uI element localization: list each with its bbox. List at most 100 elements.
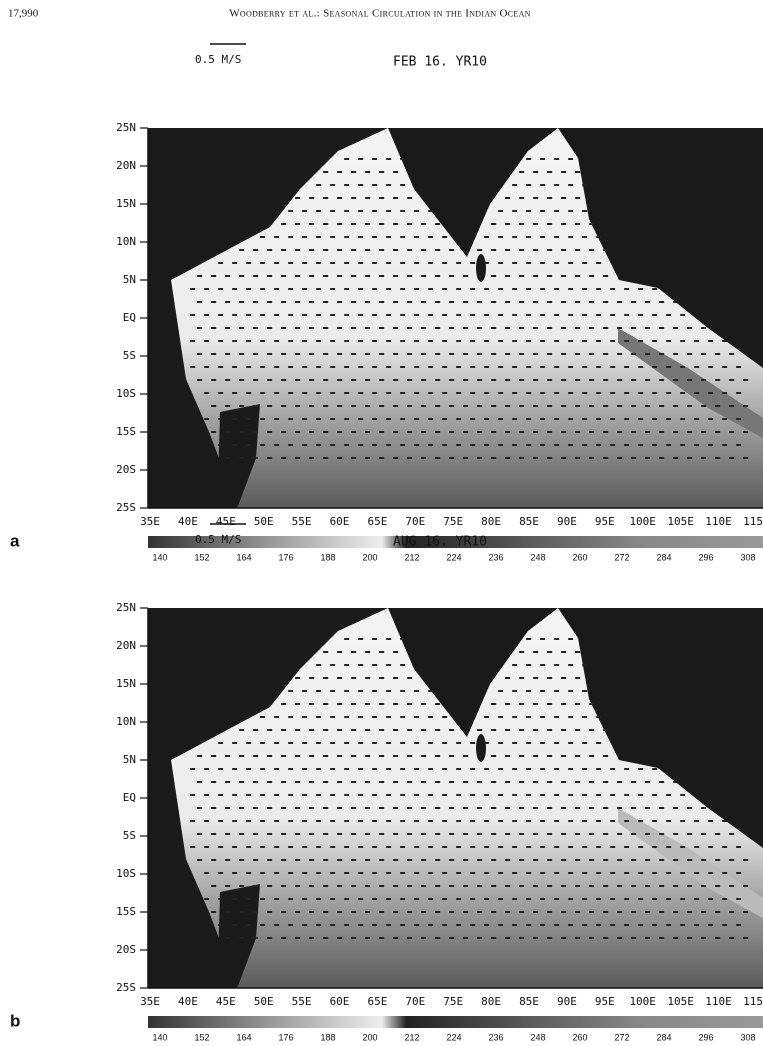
velocity-arrow xyxy=(477,755,482,757)
velocity-arrow xyxy=(393,755,398,757)
velocity-arrow xyxy=(400,236,405,238)
velocity-arrow xyxy=(288,210,293,212)
velocity-arrow xyxy=(442,820,447,822)
velocity-arrow xyxy=(652,768,657,770)
velocity-arrow xyxy=(302,314,307,316)
velocity-arrow xyxy=(372,418,377,420)
velocity-arrow xyxy=(617,379,622,381)
velocity-arrow xyxy=(582,392,587,394)
velocity-arrow xyxy=(589,807,594,809)
colorbar-label: 284 xyxy=(656,1032,671,1042)
velocity-arrow xyxy=(365,171,370,173)
velocity-arrow xyxy=(274,444,279,446)
velocity-arrow xyxy=(246,872,251,874)
velocity-arrow xyxy=(316,820,321,822)
velocity-arrow xyxy=(344,898,349,900)
velocity-arrow xyxy=(638,392,643,394)
velocity-arrow xyxy=(323,755,328,757)
velocity-arrow xyxy=(701,327,706,329)
velocity-arrow xyxy=(295,859,300,861)
velocity-arrow xyxy=(505,885,510,887)
velocity-arrow xyxy=(694,872,699,874)
velocity-arrow xyxy=(365,249,370,251)
velocity-arrow xyxy=(603,937,608,939)
velocity-arrow xyxy=(421,703,426,705)
velocity-arrow xyxy=(232,418,237,420)
velocity-arrow xyxy=(344,262,349,264)
velocity-arrow xyxy=(337,379,342,381)
velocity-arrow xyxy=(449,781,454,783)
longitude-label: 115E xyxy=(743,995,763,1008)
velocity-arrow xyxy=(239,405,244,407)
velocity-arrow xyxy=(365,911,370,913)
velocity-arrow xyxy=(449,353,454,355)
velocity-arrow xyxy=(281,937,286,939)
velocity-arrow xyxy=(512,340,517,342)
velocity-arrow xyxy=(519,405,524,407)
velocity-arrow xyxy=(603,833,608,835)
colorbar-label: 236 xyxy=(488,1032,503,1042)
latitude-label: 5N xyxy=(123,753,136,766)
velocity-arrow xyxy=(435,275,440,277)
velocity-arrow xyxy=(351,677,356,679)
velocity-arrow xyxy=(645,405,650,407)
velocity-arrow xyxy=(267,781,272,783)
velocity-arrow xyxy=(526,716,531,718)
velocity-arrow xyxy=(344,638,349,640)
velocity-arrow xyxy=(512,418,517,420)
velocity-arrow xyxy=(568,314,573,316)
velocity-arrow xyxy=(463,379,468,381)
velocity-arrow xyxy=(267,755,272,757)
velocity-arrow xyxy=(309,223,314,225)
velocity-arrow xyxy=(575,859,580,861)
velocity-arrow xyxy=(344,664,349,666)
velocity-arrow xyxy=(323,223,328,225)
velocity-arrow xyxy=(295,379,300,381)
longitude-label: 45E xyxy=(216,995,236,1008)
velocity-arrow xyxy=(526,158,531,160)
velocity-arrow xyxy=(302,872,307,874)
velocity-arrow xyxy=(260,742,265,744)
velocity-arrow xyxy=(512,444,517,446)
velocity-arrow xyxy=(379,911,384,913)
velocity-arrow xyxy=(708,392,713,394)
velocity-arrow xyxy=(470,262,475,264)
velocity-arrow xyxy=(246,898,251,900)
longitude-label: 70E xyxy=(405,995,425,1008)
velocity-arrow xyxy=(624,392,629,394)
velocity-arrow xyxy=(533,833,538,835)
velocity-arrow xyxy=(428,742,433,744)
longitude-label: 85E xyxy=(519,515,539,528)
velocity-arrow xyxy=(589,457,594,459)
velocity-arrow xyxy=(575,171,580,173)
velocity-arrow xyxy=(358,210,363,212)
velocity-arrow xyxy=(386,366,391,368)
velocity-arrow xyxy=(498,210,503,212)
velocity-arrow xyxy=(673,405,678,407)
velocity-arrow xyxy=(533,457,538,459)
velocity-arrow xyxy=(442,742,447,744)
velocity-arrow xyxy=(239,729,244,731)
velocity-arrow xyxy=(736,418,741,420)
velocity-arrow xyxy=(365,885,370,887)
velocity-arrow xyxy=(722,898,727,900)
velocity-arrow xyxy=(519,171,524,173)
velocity-arrow xyxy=(491,885,496,887)
velocity-arrow xyxy=(260,924,265,926)
velocity-arrow xyxy=(372,716,377,718)
velocity-arrow xyxy=(519,301,524,303)
velocity-arrow xyxy=(267,249,272,251)
velocity-arrow xyxy=(617,431,622,433)
velocity-arrow xyxy=(225,405,230,407)
velocity-arrow xyxy=(701,431,706,433)
velocity-arrow xyxy=(281,223,286,225)
velocity-arrow xyxy=(337,729,342,731)
velocity-arrow xyxy=(582,846,587,848)
velocity-arrow xyxy=(519,223,524,225)
velocity-arrow xyxy=(582,288,587,290)
velocity-arrow xyxy=(316,924,321,926)
velocity-arrow xyxy=(484,820,489,822)
velocity-arrow xyxy=(484,262,489,264)
velocity-arrow xyxy=(358,262,363,264)
velocity-arrow xyxy=(631,457,636,459)
